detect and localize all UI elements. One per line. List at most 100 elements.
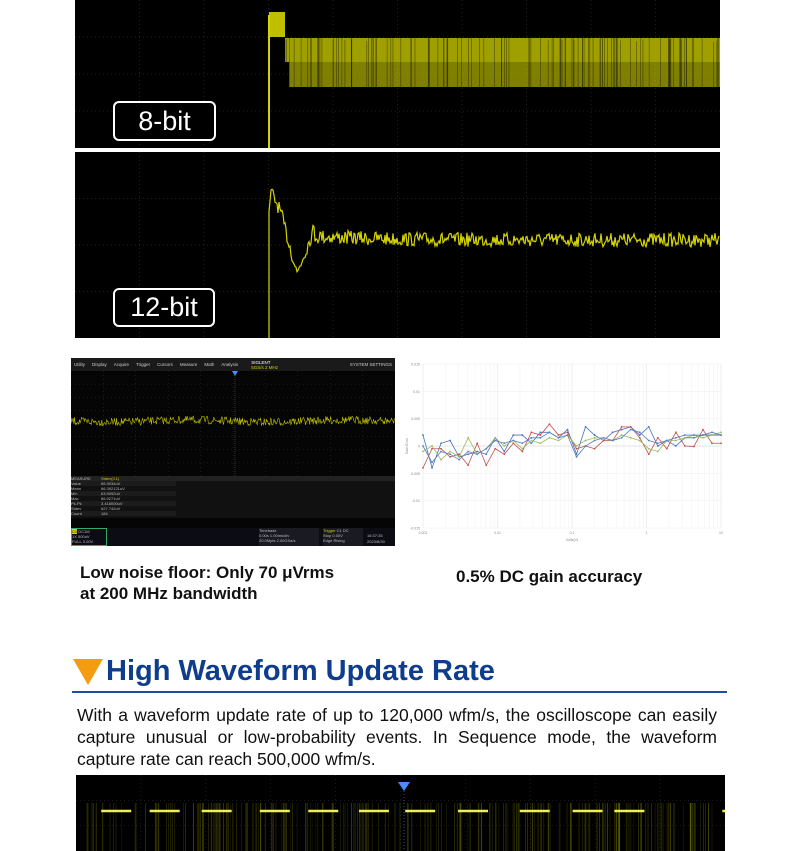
data-point <box>476 442 479 445</box>
data-point <box>512 442 515 445</box>
data-point <box>503 453 506 456</box>
menu-acquire[interactable]: Acquire <box>113 362 130 367</box>
data-point <box>476 453 479 456</box>
menu-utility[interactable]: Utility <box>74 362 85 367</box>
channel-info[interactable]: C1 DC1M 1X 500uV FULL 0.00V <box>71 528 107 546</box>
y-tick-label: -0.01 <box>412 499 420 503</box>
heading-rule <box>72 691 727 693</box>
data-point <box>494 436 497 439</box>
data-point <box>629 428 632 431</box>
data-point <box>548 436 551 439</box>
data-point <box>647 425 650 428</box>
data-point <box>620 425 623 428</box>
overshoot <box>269 12 285 37</box>
data-point <box>584 425 587 428</box>
data-point <box>575 445 578 447</box>
menu-cursors[interactable]: Cursors <box>157 362 173 367</box>
clock: 16:37:35 2023/8/30 <box>367 533 385 544</box>
data-point <box>521 434 524 436</box>
trigger-info[interactable]: Trigger C1 DC Stop 0.00V Edge Rising <box>323 528 363 546</box>
data-point <box>602 436 605 439</box>
quantized-band-upper <box>285 38 720 62</box>
triangle-bullet-icon <box>73 658 103 685</box>
scope-grid <box>71 371 395 476</box>
data-point <box>539 436 542 439</box>
data-point <box>674 439 677 442</box>
y-tick-label: 0 <box>418 445 420 449</box>
measure-value: 66.392121uV <box>101 486 125 491</box>
data-point <box>566 434 569 436</box>
menu-trigger[interactable]: Trigger <box>136 362 151 367</box>
data-point <box>431 445 433 447</box>
data-point <box>702 428 704 431</box>
data-point <box>593 436 596 439</box>
data-point <box>702 434 704 436</box>
data-point <box>539 431 542 434</box>
data-point <box>467 436 470 439</box>
menu-math[interactable]: Math <box>204 362 215 367</box>
timebase-info[interactable]: Timebase 0.00s 1.00ms/div 20.0Mpts 2.00G… <box>259 528 319 546</box>
scope-menu-bar: Utility Display Acquire Trigger Cursors … <box>71 358 395 371</box>
y-tick-label: 0.01 <box>413 390 420 394</box>
data-point <box>611 431 614 434</box>
data-point <box>566 431 569 434</box>
8bit-label: 8-bit <box>113 101 216 141</box>
data-point <box>693 436 695 439</box>
data-point <box>431 466 433 469</box>
data-point <box>449 450 451 453</box>
status-bar: C1 DC1M 1X 500uV FULL 0.00V Timebase 0.0… <box>71 528 395 546</box>
data-point <box>575 447 578 450</box>
data-point <box>620 434 623 436</box>
data-point <box>683 434 686 436</box>
8bit-waveform-image: 8-bit <box>75 0 720 148</box>
menu-display[interactable]: Display <box>92 362 107 367</box>
data-point <box>720 442 722 445</box>
data-point <box>656 442 659 445</box>
data-point <box>638 431 641 434</box>
measure-title: MEASURE <box>71 476 91 481</box>
data-point <box>638 439 641 442</box>
data-point <box>485 447 488 450</box>
measure-label: Min <box>71 491 78 496</box>
data-point <box>440 450 442 453</box>
measure-label: Count <box>71 511 82 516</box>
data-point <box>593 447 596 450</box>
data-point <box>593 439 596 442</box>
data-point <box>593 434 596 436</box>
measure-row: Max 66.9271uV <box>71 496 176 501</box>
data-point <box>548 423 551 426</box>
menu-measure[interactable]: Measure <box>179 362 198 367</box>
data-point <box>584 445 587 447</box>
data-point <box>539 434 542 436</box>
measure-row: Stdev 627.742uV <box>71 506 176 511</box>
measure-row: Count 184 <box>71 511 176 516</box>
data-point <box>620 436 623 439</box>
data-point <box>449 456 451 458</box>
data-point <box>602 439 605 442</box>
x-tick-label: 10 <box>719 531 723 535</box>
data-point <box>440 458 442 461</box>
data-point <box>557 439 560 442</box>
data-point <box>557 436 560 439</box>
data-point <box>720 434 722 436</box>
data-point <box>521 447 524 450</box>
noise-trace <box>71 415 395 427</box>
measure-row: Value 66.9034uV <box>71 481 176 486</box>
section-title: High Waveform Update Rate <box>106 655 495 687</box>
data-point <box>647 439 650 442</box>
measure-value: 627.742uV <box>101 506 121 511</box>
measure-label: Mean <box>71 486 82 491</box>
data-point <box>674 445 677 447</box>
data-point <box>503 442 506 445</box>
data-point <box>711 434 713 436</box>
12bit-waveform <box>75 152 720 338</box>
menu-analysis[interactable]: Analysis <box>221 362 239 367</box>
x-axis-label: Volts(V) <box>566 538 578 542</box>
measure-value: 184 <box>101 511 108 516</box>
data-point <box>440 447 442 450</box>
data-point <box>638 434 641 436</box>
system-settings[interactable]: SYSTEM SETTINGS <box>349 362 392 367</box>
12bit-waveform-image: 12-bit <box>75 152 720 338</box>
trace <box>268 188 720 338</box>
